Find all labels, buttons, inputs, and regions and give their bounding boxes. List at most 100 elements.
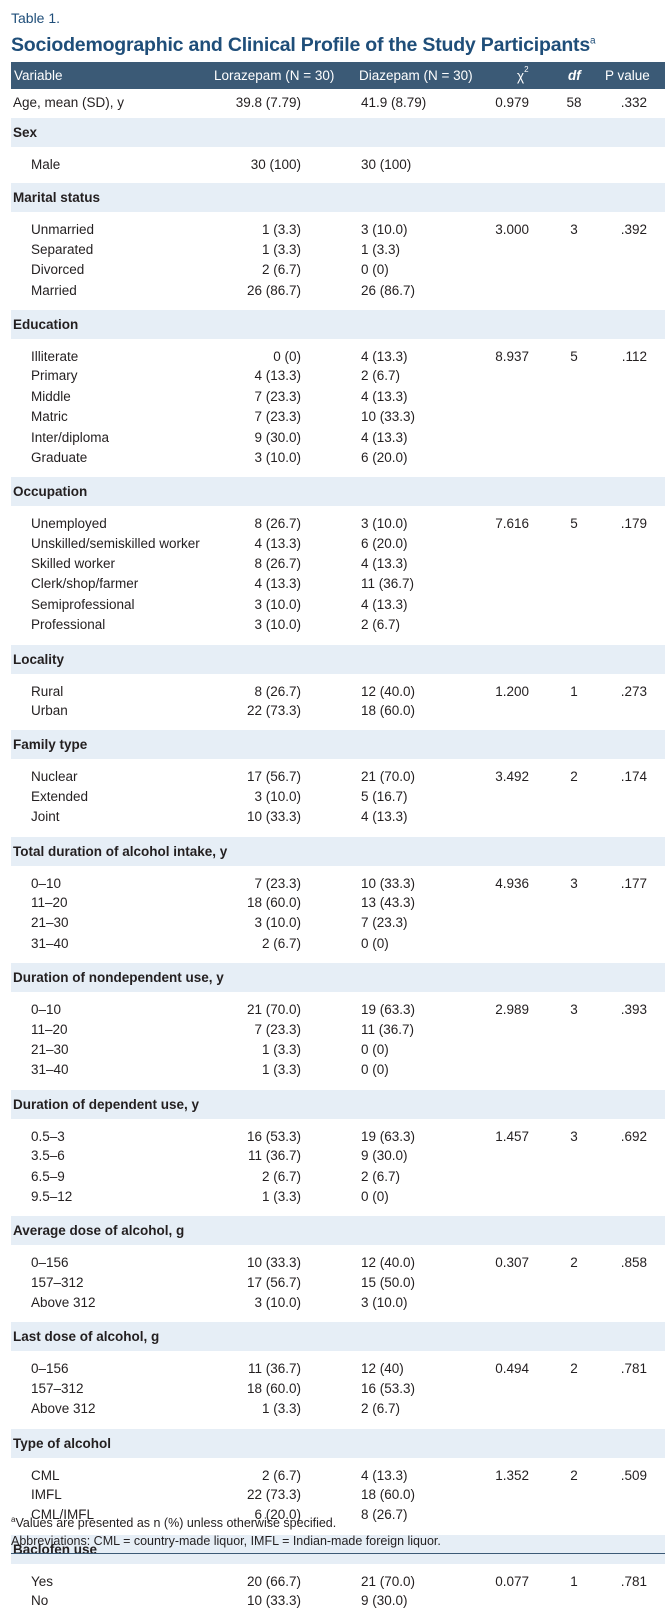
table-row: 31–40 2 (6.7) 0 (0) bbox=[11, 935, 665, 963]
row-label: CML/IMFL bbox=[31, 1507, 95, 1523]
p-value: .112 bbox=[621, 348, 647, 364]
row-label: Illiterate bbox=[31, 348, 79, 364]
diazepam-value: 3 (10.0) bbox=[361, 516, 408, 532]
row-label: 9.5–12 bbox=[31, 1188, 73, 1204]
lorazepam-value: 2 (6.7) bbox=[261, 935, 301, 951]
table-row: Matric 7 (23.3) 10 (33.3) bbox=[11, 408, 665, 428]
lorazepam-value: 3 (10.0) bbox=[254, 1295, 301, 1311]
chi-square-value: 0.307 bbox=[495, 1255, 529, 1271]
diazepam-value: 12 (40.0) bbox=[361, 683, 416, 699]
p-value: .177 bbox=[620, 875, 647, 891]
diazepam-value: 5 (16.7) bbox=[361, 788, 408, 804]
lorazepam-value: 21 (70.0) bbox=[246, 1002, 301, 1018]
lorazepam-value: 1 (3.3) bbox=[261, 1062, 301, 1078]
row-label: Separated bbox=[31, 241, 94, 257]
row-label: Primary bbox=[31, 368, 78, 384]
diazepam-value: 0 (0) bbox=[361, 1041, 389, 1057]
diazepam-value: 41.9 (8.79) bbox=[361, 95, 427, 110]
chi-square-value: 0.494 bbox=[495, 1361, 529, 1377]
table-row: Urban 22 (73.3) 18 (60.0) bbox=[11, 702, 665, 730]
section-row: Family type bbox=[11, 730, 665, 760]
chi-square-value: 1.352 bbox=[495, 1467, 529, 1483]
df-value: 3 bbox=[570, 1002, 578, 1018]
footnote-a-marker: a bbox=[11, 1515, 16, 1524]
table-row: Primary 4 (13.3) 2 (6.7) bbox=[11, 367, 665, 387]
diazepam-value: 18 (60.0) bbox=[361, 1487, 416, 1503]
section-row: Occupation bbox=[11, 477, 665, 507]
lorazepam-value: 3 (10.0) bbox=[254, 915, 301, 931]
row-label: Marital status bbox=[13, 190, 101, 206]
table-row: Unemployed 8 (26.7) 3 (10.0) 7.616 5 .179 bbox=[11, 506, 665, 534]
row-label: Urban bbox=[31, 703, 68, 719]
df-value: 3 bbox=[570, 875, 578, 891]
lorazepam-value: 8 (26.7) bbox=[254, 683, 301, 699]
diazepam-value: 21 (70.0) bbox=[361, 1573, 416, 1589]
table-row: Clerk/shop/farmer 4 (13.3) 11 (36.7) bbox=[11, 575, 665, 595]
diazepam-value: 1 (3.3) bbox=[361, 241, 401, 257]
lorazepam-value: 1 (3.3) bbox=[261, 1401, 301, 1417]
lorazepam-value: 2 (6.7) bbox=[261, 262, 301, 278]
lorazepam-value: 18 (60.0) bbox=[246, 1380, 301, 1396]
df-value: 2 bbox=[570, 1361, 578, 1377]
lorazepam-value: 20 (66.7) bbox=[246, 1573, 301, 1589]
row-label: Joint bbox=[31, 809, 60, 825]
section-row: Duration of dependent use, y bbox=[11, 1089, 665, 1119]
section-row: Locality bbox=[11, 644, 665, 674]
header-chi-square: χ2 bbox=[517, 65, 529, 84]
lorazepam-value: 1 (3.3) bbox=[261, 241, 301, 257]
row-label: Middle bbox=[31, 388, 71, 404]
table-row: Rural 8 (26.7) 12 (40.0) 1.200 1 .273 bbox=[11, 674, 665, 702]
lorazepam-value: 7 (23.3) bbox=[254, 409, 301, 425]
row-label: Above 312 bbox=[31, 1401, 96, 1417]
df-value: 3 bbox=[570, 222, 578, 238]
lorazepam-value: 17 (56.7) bbox=[246, 1274, 301, 1290]
footnote-a-text: Values are presented as n (%) unless oth… bbox=[15, 1516, 337, 1531]
lorazepam-value: 8 (26.7) bbox=[254, 556, 301, 572]
lorazepam-value: 10 (33.3) bbox=[246, 1593, 301, 1609]
lorazepam-value: 11 (36.7) bbox=[247, 1361, 301, 1377]
row-label: 0–10 bbox=[31, 1002, 62, 1018]
lorazepam-value: 30 (100) bbox=[250, 157, 301, 172]
chi-square-value: 0.979 bbox=[495, 95, 529, 110]
row-label: Extended bbox=[31, 788, 89, 804]
lorazepam-value: 4 (13.3) bbox=[254, 535, 301, 551]
diazepam-value: 0 (0) bbox=[361, 1188, 389, 1204]
section-row: Education bbox=[11, 309, 665, 339]
lorazepam-value: 10 (33.3) bbox=[246, 1255, 301, 1271]
lorazepam-value: 0 (0) bbox=[273, 348, 301, 364]
table-row: Unmarried 1 (3.3) 3 (10.0) 3.000 3 .392 bbox=[11, 212, 665, 240]
diazepam-value: 15 (50.0) bbox=[361, 1274, 416, 1290]
p-value: .509 bbox=[620, 1467, 647, 1483]
diazepam-value: 4 (13.3) bbox=[361, 429, 408, 445]
diazepam-value: 4 (13.3) bbox=[361, 388, 408, 404]
diazepam-value: 4 (13.3) bbox=[361, 556, 408, 572]
table-row: 0–10 7 (23.3) 10 (33.3) 4.936 3 .177 bbox=[11, 866, 665, 894]
p-value: .781 bbox=[620, 1361, 647, 1377]
header-chi-exponent: 2 bbox=[524, 65, 529, 74]
table-row: 0–156 11 (36.7) 12 (40) 0.494 2 .781 bbox=[11, 1351, 665, 1379]
row-label: Family type bbox=[13, 737, 88, 753]
chi-square-value: 1.457 bbox=[495, 1128, 529, 1144]
table-row: 0–156 10 (33.3) 12 (40.0) 0.307 2 .858 bbox=[11, 1245, 665, 1273]
df-value: 3 bbox=[570, 1128, 578, 1144]
lorazepam-value: 4 (13.3) bbox=[254, 576, 301, 592]
table-row: Above 312 1 (3.3) 2 (6.7) bbox=[11, 1400, 665, 1428]
footnote-a: aValues are presented as n (%) unless ot… bbox=[11, 1515, 336, 1530]
diazepam-value: 6 (20.0) bbox=[361, 449, 408, 465]
diazepam-value: 3 (10.0) bbox=[361, 222, 408, 238]
p-value: .332 bbox=[620, 95, 647, 110]
row-label: 3.5–6 bbox=[31, 1148, 65, 1164]
lorazepam-value: 10 (33.3) bbox=[246, 809, 301, 825]
table-row: 11–20 18 (60.0) 13 (43.3) bbox=[11, 894, 665, 914]
table-row: 11–20 7 (23.3) 11 (36.7) bbox=[11, 1021, 665, 1041]
section-row: Marital status bbox=[11, 183, 665, 213]
table-row: 157–312 18 (60.0) 16 (53.3) bbox=[11, 1380, 665, 1400]
diazepam-value: 2 (6.7) bbox=[361, 1401, 401, 1417]
title-footnote-marker: a bbox=[590, 35, 596, 47]
row-label: Nuclear bbox=[31, 769, 78, 785]
table-row: Nuclear 17 (56.7) 21 (70.0) 3.492 2 .174 bbox=[11, 759, 665, 787]
row-label: Unemployed bbox=[31, 516, 107, 532]
diazepam-value: 2 (6.7) bbox=[361, 1168, 401, 1184]
lorazepam-value: 3 (10.0) bbox=[254, 788, 301, 804]
lorazepam-value: 3 (10.0) bbox=[254, 449, 301, 465]
